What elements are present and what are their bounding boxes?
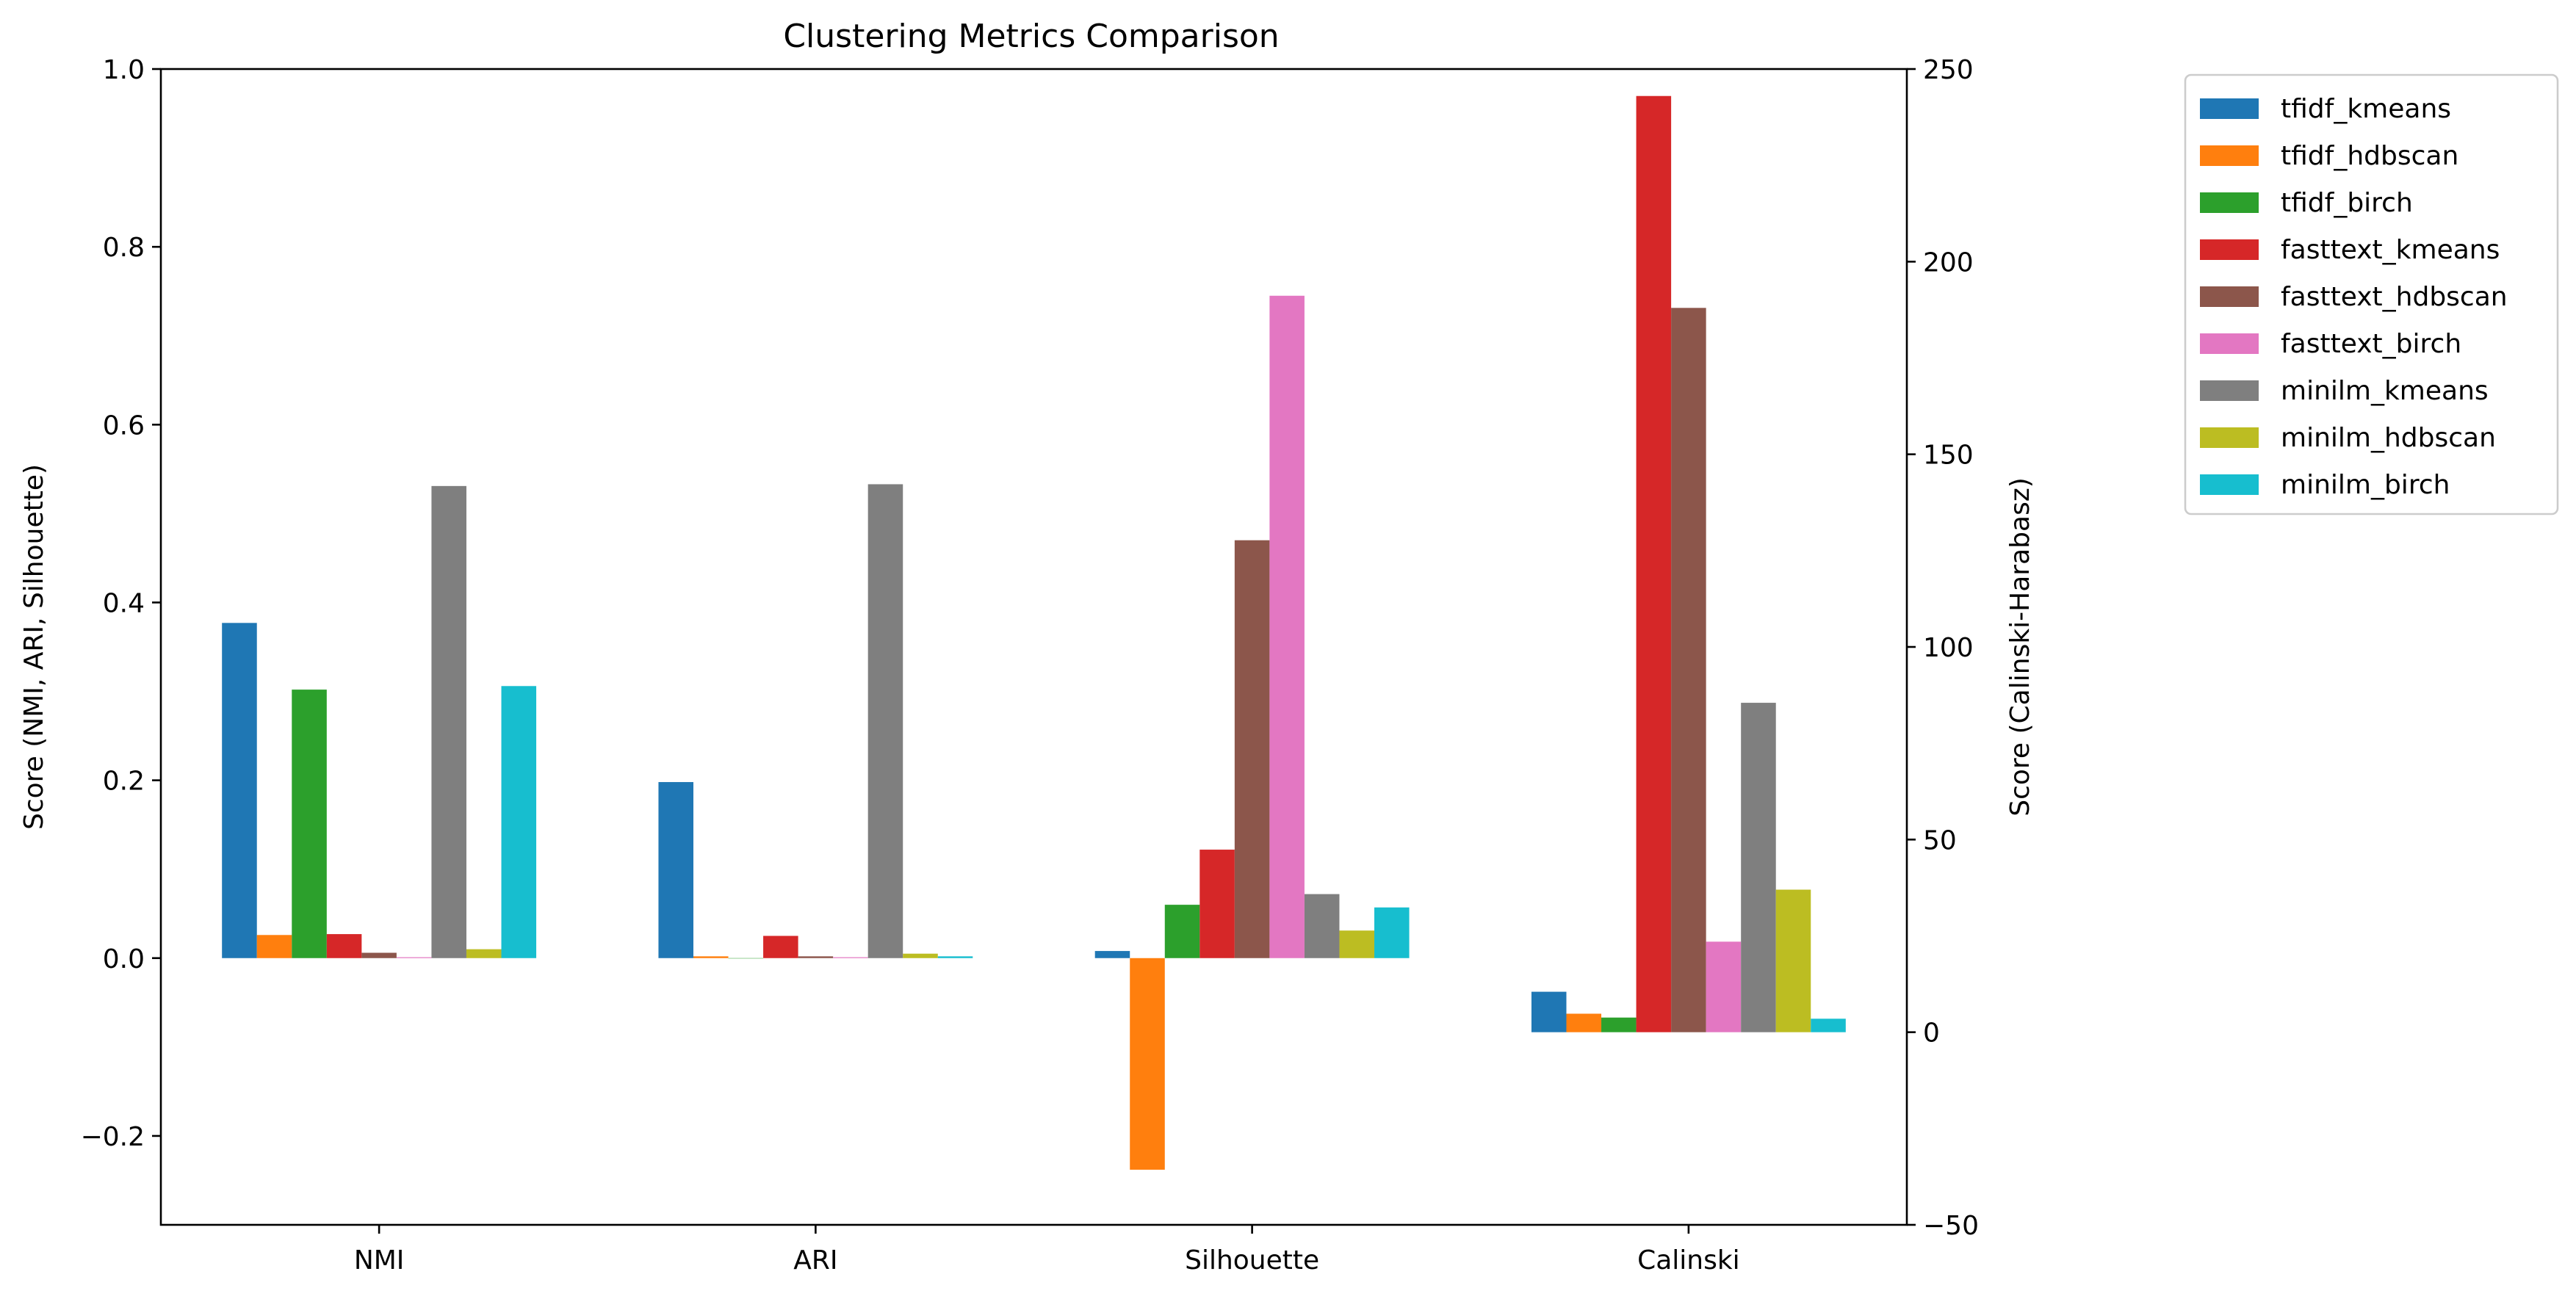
bar-fasttext_birch-silhouette — [1269, 295, 1305, 958]
y-right-tick-label: 250 — [1923, 55, 1974, 85]
legend-label-minilm_kmeans: minilm_kmeans — [2281, 376, 2489, 406]
bar-tfidf_kmeans-calinski — [1531, 991, 1567, 1032]
bar-minilm_kmeans-calinski — [1741, 703, 1776, 1032]
bar-minilm_hdbscan-nmi — [466, 949, 502, 958]
legend-swatch-tfidf_birch — [2200, 192, 2259, 213]
y-right-tick-label: 100 — [1923, 633, 1974, 663]
y-axis-left-label: Score (NMI, ARI, Silhouette) — [19, 464, 49, 830]
legend-label-minilm_hdbscan: minilm_hdbscan — [2281, 423, 2496, 453]
x-tick-label: ARI — [793, 1245, 837, 1276]
bar-minilm_birch-ari — [937, 956, 973, 958]
bar-fasttext_hdbscan-calinski — [1671, 308, 1706, 1032]
chart-title: Clustering Metrics Comparison — [783, 18, 1279, 55]
bar-fasttext_birch-calinski — [1706, 941, 1742, 1032]
bar-tfidf_kmeans-nmi — [222, 623, 257, 958]
bar-fasttext_hdbscan-silhouette — [1234, 540, 1270, 958]
bar-fasttext_hdbscan-nmi — [361, 952, 397, 958]
bar-tfidf_hdbscan-nmi — [256, 935, 292, 958]
legend-swatch-fasttext_birch — [2200, 333, 2259, 354]
bar-fasttext_hdbscan-ari — [798, 956, 834, 958]
legend-label-fasttext_hdbscan: fasttext_hdbscan — [2281, 282, 2508, 312]
y-right-tick-label: 200 — [1923, 247, 1974, 278]
bar-tfidf_hdbscan-ari — [693, 956, 729, 958]
x-tick-label: NMI — [354, 1245, 405, 1276]
bar-fasttext_kmeans-ari — [763, 936, 798, 958]
bar-minilm_hdbscan-ari — [903, 953, 938, 958]
bar-fasttext_kmeans-silhouette — [1199, 850, 1235, 958]
bar-tfidf_kmeans-silhouette — [1094, 951, 1130, 958]
legend-swatch-fasttext_hdbscan — [2200, 286, 2259, 307]
bar-minilm_hdbscan-silhouette — [1339, 930, 1375, 958]
x-axis: NMI ARI Silhouette Calinski — [354, 1225, 1740, 1276]
bar-minilm_birch-calinski — [1811, 1018, 1846, 1032]
legend-label-tfidf_birch: tfidf_birch — [2281, 188, 2413, 218]
y-right-tick-label: 150 — [1923, 441, 1974, 471]
y-left-tick-label: 1.0 — [103, 55, 145, 85]
y-left-tick-label: 0.0 — [103, 944, 145, 974]
bar-minilm_hdbscan-calinski — [1775, 889, 1811, 1032]
y-left-tick-label: 0.8 — [103, 233, 145, 263]
legend-swatch-minilm_hdbscan — [2200, 427, 2259, 448]
legend-label-fasttext_kmeans: fasttext_kmeans — [2281, 235, 2500, 265]
bars-layer — [222, 95, 1846, 1170]
bar-minilm_birch-nmi — [501, 686, 537, 958]
bar-tfidf_birch-calinski — [1601, 1017, 1637, 1032]
x-tick-label: Calinski — [1637, 1245, 1740, 1276]
bar-tfidf_birch-ari — [728, 958, 764, 959]
bar-fasttext_kmeans-nmi — [326, 934, 362, 958]
y-left-tick-label: −0.2 — [81, 1122, 145, 1152]
legend-box — [2184, 73, 2559, 515]
y-right-tick-label: 50 — [1923, 825, 1957, 855]
bar-tfidf_kmeans-ari — [658, 782, 693, 958]
legend: tfidf_kmeans tfidf_hdbscan tfidf_birchfast… — [2184, 73, 2559, 515]
y-left-tick-label: 0.4 — [103, 588, 145, 618]
legend-swatch-fasttext_kmeans — [2200, 239, 2259, 260]
y-right-tick-label: −50 — [1923, 1211, 1979, 1241]
bar-tfidf_hdbscan-silhouette — [1130, 958, 1165, 1170]
bar-minilm_kmeans-ari — [867, 484, 903, 958]
bar-tfidf_hdbscan-calinski — [1566, 1013, 1602, 1032]
bar-minilm_kmeans-silhouette — [1304, 894, 1340, 958]
legend-label-tfidf_hdbscan: tfidf_hdbscan — [2281, 141, 2458, 171]
bar-minilm_birch-silhouette — [1374, 907, 1410, 958]
legend-label-tfidf_kmeans: tfidf_kmeans — [2281, 94, 2451, 124]
legend-swatch-tfidf_hdbscan — [2200, 145, 2259, 166]
legend-swatch-minilm_birch — [2200, 474, 2259, 495]
y-right-tick-label: 0 — [1923, 1018, 1940, 1049]
y-axis-left: −0.2 0.0 0.2 0.4 0.6 0.8 1.0 — [81, 55, 161, 1152]
bar-tfidf_birch-nmi — [292, 690, 327, 958]
y-axis-right: −50 0 50 100 150 200 250 — [1907, 55, 1979, 1241]
x-tick-label: Silhouette — [1185, 1245, 1319, 1276]
bar-tfidf_birch-silhouette — [1164, 905, 1200, 958]
legend-label-fasttext_birch: fasttext_birch — [2281, 329, 2461, 359]
bar-minilm_kmeans-nmi — [431, 485, 466, 958]
legend-swatch-tfidf_kmeans — [2200, 98, 2259, 119]
bar-fasttext_kmeans-calinski — [1636, 95, 1672, 1032]
y-left-tick-label: 0.6 — [103, 410, 145, 441]
legend-swatch-minilm_kmeans — [2200, 380, 2259, 401]
legend-label-minilm_birch: minilm_birch — [2281, 470, 2450, 500]
y-axis-right-label: Score (Calinski-Harabasz) — [2005, 477, 2035, 817]
y-left-tick-label: 0.2 — [103, 767, 145, 797]
